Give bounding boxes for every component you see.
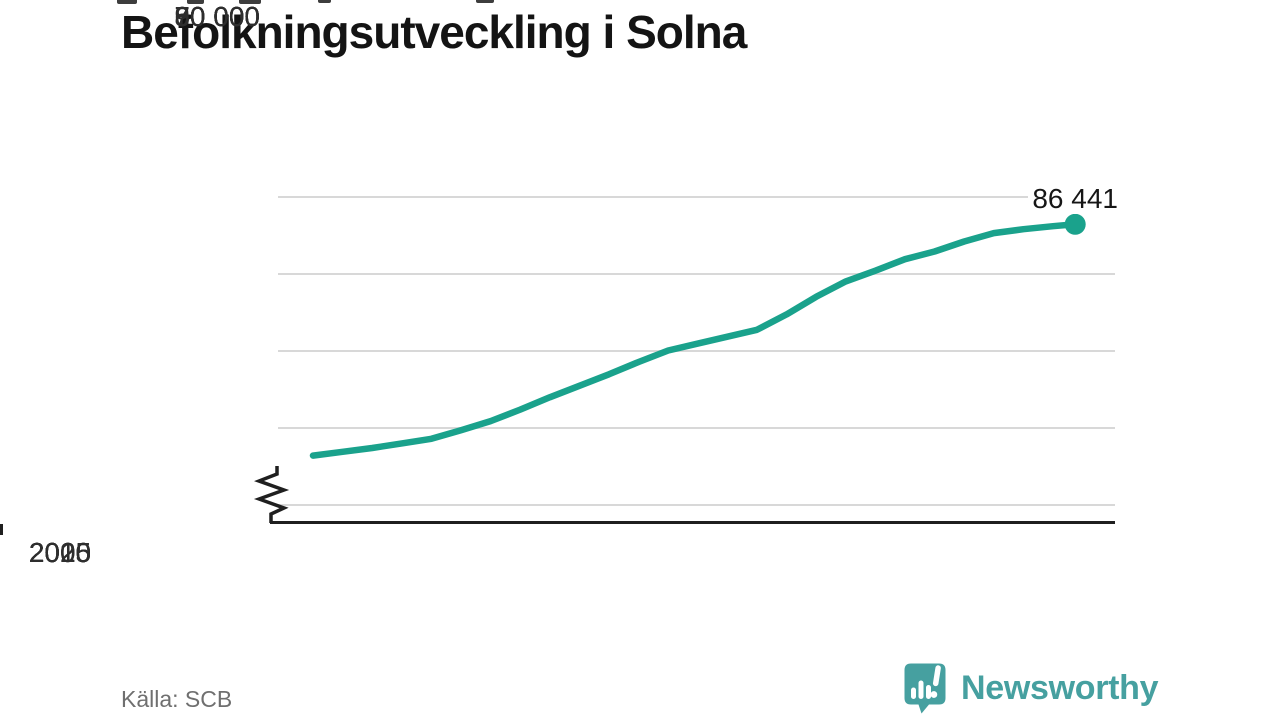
end-point-marker xyxy=(1064,213,1086,235)
newsworthy-wordmark: Newsworthy xyxy=(961,668,1159,707)
cropped-text-remnant xyxy=(187,0,204,4)
x-axis-line xyxy=(270,521,1115,524)
cropped-text-remnant xyxy=(476,0,494,3)
newsworthy-logo: Newsworthy xyxy=(902,661,1159,715)
x-tick-label: 2005 xyxy=(28,537,92,568)
end-value-label: 86 441 xyxy=(1028,183,1122,214)
y-tick-label: 70 000 xyxy=(174,1,260,32)
cropped-text-remnant xyxy=(117,0,137,4)
x-tick-label: 2025 xyxy=(28,537,92,568)
gridline-90000 xyxy=(278,196,1115,198)
cropped-text-remnant xyxy=(239,0,261,4)
x-tick-label: 2020 xyxy=(28,537,92,568)
y-tick-label: 80 000 xyxy=(174,1,260,32)
x-tick-label: 2010 xyxy=(28,537,92,568)
newsworthy-logo-icon xyxy=(904,663,946,714)
gridline-70000 xyxy=(278,350,1115,352)
y-axis-break-icon xyxy=(253,466,290,523)
source-note: Källa: SCB xyxy=(121,686,233,712)
gridline-50000 xyxy=(278,504,1115,506)
gridline-60000 xyxy=(278,427,1115,429)
y-tick-label: 90 000 xyxy=(174,1,260,32)
chart-title: Befolkningsutveckling i Solna xyxy=(121,6,747,58)
population-line xyxy=(309,221,1079,459)
y-tick-label: 60 000 xyxy=(174,1,260,32)
x-axis-tick xyxy=(0,524,3,535)
x-tick-label: 2000 xyxy=(28,537,92,568)
x-tick-label: 2015 xyxy=(28,537,92,568)
gridline-80000 xyxy=(278,273,1115,275)
cropped-text-remnant xyxy=(318,0,331,3)
y-tick-label: 50 000 xyxy=(174,1,260,32)
